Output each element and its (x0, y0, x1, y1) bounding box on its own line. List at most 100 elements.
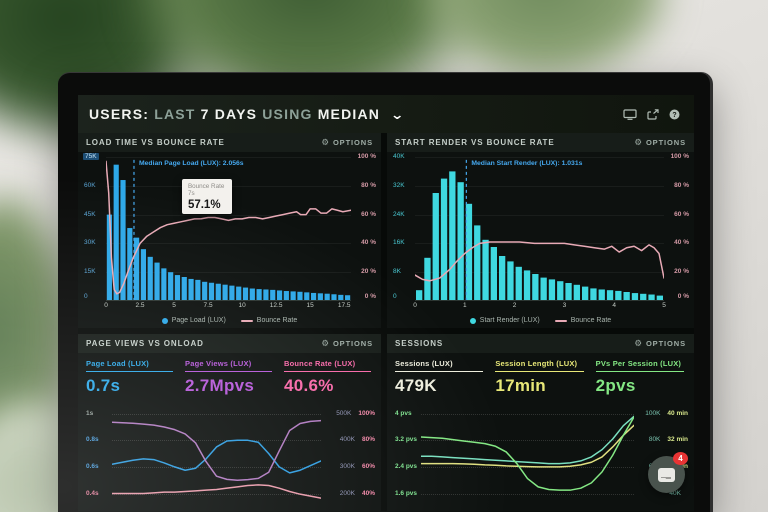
axis-label: 40K (669, 489, 681, 497)
axis-label: 400K (339, 436, 355, 444)
panel-sessions: SESSIONS ⚙ OPTIONS Sessions (LUX) 479K Se… (387, 334, 694, 511)
legend-line-icon (240, 319, 253, 322)
axis-label: 60 % (674, 210, 689, 218)
metric-session-length[interactable]: Session Length (LUX) 17min (495, 359, 584, 406)
axis-label: 40 min (667, 409, 688, 417)
axis-label: 100 % (670, 153, 689, 160)
metric-label: Session Length (LUX) (495, 359, 584, 372)
options-label: OPTIONS (332, 339, 373, 348)
axis-label-pair: 400K 80% (325, 436, 375, 443)
y-axis-left: 1s 0.8s 0.6s 0.4s (84, 408, 112, 503)
gear-icon: ⚙ (634, 338, 643, 349)
title-users: USERS: (89, 105, 150, 122)
chat-button[interactable]: 4 (648, 452, 688, 493)
sessions-chart[interactable] (421, 408, 634, 503)
y-axis-left: 75K 60K 45K 30K 15K 0 (82, 153, 106, 301)
options-label: OPTIONS (645, 138, 686, 147)
dashboard-screen: USERS: LAST 7 DAYS USING MEDIAN ⌄ ? (78, 95, 694, 512)
panel-title: PAGE VIEWS VS ONLOAD (86, 339, 204, 348)
metric-value: 2.7Mpvs (185, 376, 255, 395)
gridline (421, 440, 634, 442)
axis-label: 15K (84, 268, 96, 276)
axis-label: 300K (339, 462, 355, 470)
axis-label: 30K (84, 239, 96, 247)
title-median: MEDIAN (317, 105, 381, 122)
bounce-rate-tooltip: Bounce Rate 7s 57.1% (181, 178, 233, 215)
axis-label: 16K (393, 239, 405, 247)
axis-label: 0.4s (86, 489, 99, 497)
axis-label: 3.2 pvs (395, 436, 418, 444)
axis-label: 40% (361, 489, 375, 497)
x-tick-label: 5 (172, 302, 176, 309)
x-tick-label: 0 (413, 302, 417, 309)
load-time-chart[interactable]: Median Page Load (LUX): 2.056s Bounce Ra… (106, 157, 351, 301)
axis-label: 8K (393, 268, 401, 276)
axis-label-pair: 500K 100% (325, 410, 375, 417)
panel-start-render: START RENDER VS BOUNCE RATE ⚙ OPTIONS 40K… (387, 133, 694, 328)
gridline (112, 493, 321, 495)
gridline (106, 272, 351, 274)
legend-bounce-rate[interactable]: Bounce Rate (554, 317, 611, 324)
metric-page-load[interactable]: Page Load (LUX) 0.7s (86, 359, 173, 406)
metric-value: 40.6% (284, 376, 334, 395)
users-range-dropdown[interactable]: USERS: LAST 7 DAYS USING MEDIAN ⌄ (89, 105, 405, 123)
axis-label: 500K (336, 409, 352, 417)
share-icon[interactable] (647, 108, 659, 120)
x-tick-label: 15 (306, 302, 314, 309)
start-render-chart[interactable]: Median Start Render (LUX): 1.031s (415, 157, 664, 301)
options-button[interactable]: ⚙ OPTIONS (634, 138, 686, 147)
metric-label: Bounce Rate (LUX) (284, 359, 371, 372)
legend-dot-icon (469, 317, 476, 324)
x-tick-label: 5 (662, 302, 666, 309)
axis-label: 45K (84, 210, 96, 218)
page-views-chart[interactable] (112, 408, 321, 503)
sessions-lines (421, 408, 634, 503)
help-icon[interactable]: ? (669, 109, 680, 120)
gridline (112, 413, 321, 415)
legend-bounce-rate[interactable]: Bounce Rate (240, 317, 297, 324)
laptop-bezel: USERS: LAST 7 DAYS USING MEDIAN ⌄ ? (58, 72, 713, 512)
metric-label: PVs Per Session (LUX) (595, 359, 684, 372)
x-tick-label: 3 (562, 302, 567, 309)
axis-label-pair: 200K 40% (325, 490, 375, 497)
median-line-label: Median Start Render (LUX): 1.031s (471, 160, 583, 167)
header-icon-group: ? (623, 108, 680, 120)
x-tick-label: 7.5 (203, 302, 213, 309)
legend-line-icon (554, 319, 567, 322)
metric-label: Sessions (LUX) (395, 359, 484, 372)
legend-dot-icon (161, 317, 168, 324)
gridline (106, 243, 351, 245)
legend-page-load[interactable]: Page Load (LUX) (161, 317, 226, 324)
x-tick-label: 2.5 (135, 302, 145, 309)
axis-label: 32K (393, 181, 405, 189)
title-using: USING (262, 105, 313, 122)
panel-load-time: LOAD TIME VS BOUNCE RATE ⚙ OPTIONS 75K 60K… (78, 133, 381, 328)
gear-icon: ⚙ (634, 137, 643, 148)
options-button[interactable]: ⚙ OPTIONS (321, 339, 373, 348)
y-axis-left: 4 pvs 3.2 pvs 2.4 pvs 1.6 pvs (393, 408, 421, 503)
gridline (415, 157, 664, 158)
chart-zone: 75K 60K 45K 30K 15K 0 Median Page Load (LUX):… (78, 152, 381, 301)
metric-sessions[interactable]: Sessions (LUX) 479K (395, 359, 484, 406)
legend-start-render[interactable]: Start Render (LUX) (469, 317, 540, 324)
x-axis: 0 1 2 3 4 5 (413, 302, 666, 313)
options-label: OPTIONS (645, 339, 686, 348)
notification-badge: 4 (673, 452, 688, 465)
chart-legend: Page Load (LUX) Bounce Rate (78, 313, 381, 328)
options-button[interactable]: ⚙ OPTIONS (634, 339, 686, 348)
options-button[interactable]: ⚙ OPTIONS (321, 138, 373, 147)
axis-label: 80K (648, 436, 661, 444)
panel-grid: LOAD TIME VS BOUNCE RATE ⚙ OPTIONS 75K 60K… (78, 133, 694, 511)
axis-label: 20 % (674, 268, 689, 276)
gridline (106, 157, 351, 158)
axis-label: 32 min (667, 436, 688, 444)
axis-label: 0 % (677, 292, 689, 300)
display-icon[interactable] (623, 108, 637, 120)
metric-pvs-per-session[interactable]: PVs Per Session (LUX) 2pvs (595, 359, 684, 406)
axis-label: 100% (358, 409, 375, 417)
metric-value: 0.7s (86, 376, 121, 395)
panel-load-time-header: LOAD TIME VS BOUNCE RATE ⚙ OPTIONS (78, 133, 381, 152)
metric-bounce-rate[interactable]: Bounce Rate (LUX) 40.6% (284, 359, 371, 406)
metric-label: Page Views (LUX) (185, 359, 272, 372)
metric-page-views[interactable]: Page Views (LUX) 2.7Mpvs (185, 359, 272, 406)
